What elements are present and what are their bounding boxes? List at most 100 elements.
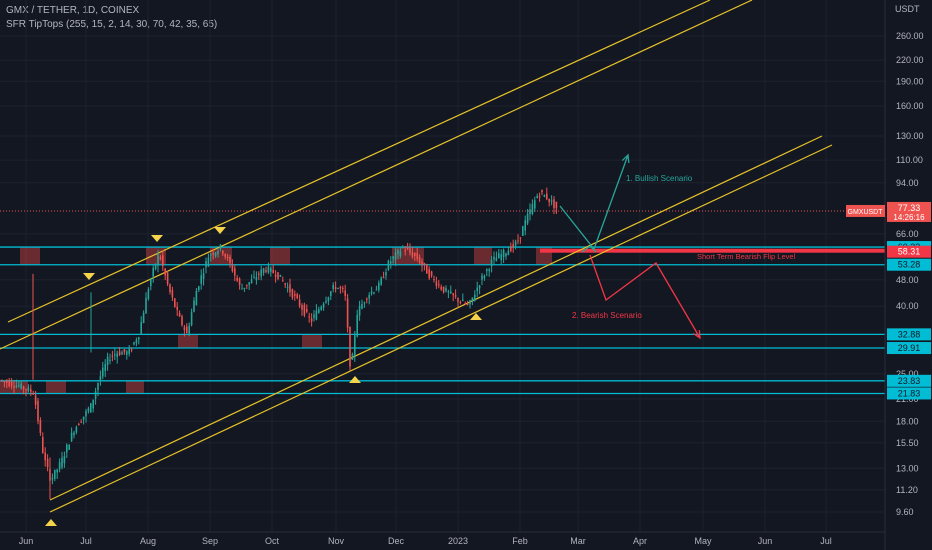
candle-body — [553, 199, 555, 209]
candle-body — [334, 287, 337, 290]
candle-body — [459, 301, 462, 303]
candle-body — [294, 294, 296, 296]
candle-body — [483, 275, 486, 279]
top-marker — [83, 273, 95, 280]
y-tick-label: 11.20 — [896, 485, 918, 495]
tiptop-zone — [46, 380, 66, 394]
candle-body — [87, 408, 90, 412]
candle-body — [428, 269, 430, 279]
candle-body — [373, 292, 375, 294]
candle-body — [121, 352, 123, 355]
candle-body — [452, 293, 454, 296]
candle-body — [61, 457, 63, 468]
symbol-badge-label: GMXUSDT — [848, 209, 884, 216]
candle-body — [265, 270, 267, 272]
arrow-head — [621, 153, 630, 164]
bearish-scenario-label: 2. Bearish Scenario — [572, 311, 642, 320]
candle-body — [411, 252, 414, 257]
candle-body — [435, 281, 438, 286]
candle-body — [418, 257, 421, 264]
level-badge-label: 21.83 — [898, 388, 921, 398]
x-tick-label: Dec — [388, 536, 405, 546]
price-axis[interactable]: USDT9.6011.2013.0015.5018.0021.0025.0040… — [846, 0, 932, 550]
candle-body — [82, 416, 85, 420]
level-badge — [887, 342, 931, 355]
candle-body — [531, 204, 534, 214]
candle-body — [183, 327, 186, 330]
candle-body — [366, 298, 368, 300]
candle-body — [548, 198, 550, 203]
candle-body — [478, 285, 481, 289]
candle-body — [56, 469, 58, 473]
candle-body — [517, 240, 519, 242]
candle-body — [296, 294, 298, 299]
level-badge — [887, 258, 931, 271]
level-badge-label: 29.91 — [898, 343, 921, 353]
candle-body — [159, 256, 162, 260]
candle-body — [142, 312, 145, 324]
candle-body — [198, 286, 200, 291]
candle-body — [15, 385, 18, 388]
candle-body — [13, 386, 15, 388]
candle-body — [541, 189, 543, 193]
y-tick-label: 260.00 — [896, 31, 924, 41]
candle-body — [342, 287, 344, 289]
candle-body — [20, 383, 22, 389]
candle-body — [18, 385, 20, 387]
price-axis-bg — [885, 0, 932, 550]
candle-body — [145, 297, 147, 314]
y-tick-label: 18.00 — [896, 416, 919, 426]
arrow-pivot — [581, 245, 597, 253]
candle-body — [349, 326, 351, 367]
candle-body — [298, 299, 301, 306]
bottom-marker — [45, 519, 57, 526]
candle-body — [409, 248, 411, 253]
candle-body — [138, 337, 140, 340]
x-tick-label: Jun — [19, 536, 34, 546]
candle-body — [385, 272, 387, 276]
candle-body — [250, 279, 253, 284]
candle-body — [30, 389, 32, 392]
candle-body — [85, 411, 87, 417]
candle-body — [303, 304, 306, 316]
candle-body — [111, 355, 114, 357]
candle-body — [344, 290, 346, 296]
candle-body — [325, 300, 327, 303]
candle-body — [202, 273, 205, 280]
symbol-title: GMX / TETHER, 1D, COINEX — [6, 5, 140, 16]
candle-body — [382, 276, 385, 278]
candle-body — [106, 356, 109, 366]
tiptop-zones — [0, 247, 552, 394]
candle-body — [286, 287, 289, 289]
candle-body — [169, 284, 171, 292]
candle-body — [200, 275, 202, 284]
candle-body — [512, 244, 514, 247]
bottom-marker — [349, 376, 361, 383]
candle-body — [188, 325, 190, 335]
level-badge-label: 53.28 — [898, 260, 921, 270]
candle-body — [90, 403, 92, 413]
candle-body — [34, 395, 37, 405]
candle-body — [426, 264, 428, 274]
candle-body — [555, 201, 558, 209]
time-axis[interactable]: Jun Jul Aug Sep Oct Nov Dec 2023 Feb Mar Apr May Jun… — [0, 531, 885, 546]
candle-body — [315, 310, 318, 320]
candle-body — [339, 286, 342, 289]
x-tick-label: Jul — [80, 536, 92, 546]
candle-body — [222, 250, 224, 254]
candle-body — [97, 382, 99, 391]
level-badge-label: 23.83 — [898, 376, 921, 386]
candles — [1, 187, 558, 500]
annotations: 1. Bullish Scenario 2. Bearish Scenario Sh… — [572, 174, 796, 320]
candle-body — [361, 303, 363, 309]
candle-body — [267, 266, 270, 273]
candle-body — [423, 263, 426, 265]
level-badge — [887, 245, 931, 258]
y-tick-label: 160.00 — [896, 101, 924, 111]
candle-body — [433, 279, 435, 281]
candle-body — [272, 270, 274, 273]
candle-body — [495, 257, 498, 262]
candle-body — [190, 312, 193, 325]
candle-body — [493, 256, 495, 260]
